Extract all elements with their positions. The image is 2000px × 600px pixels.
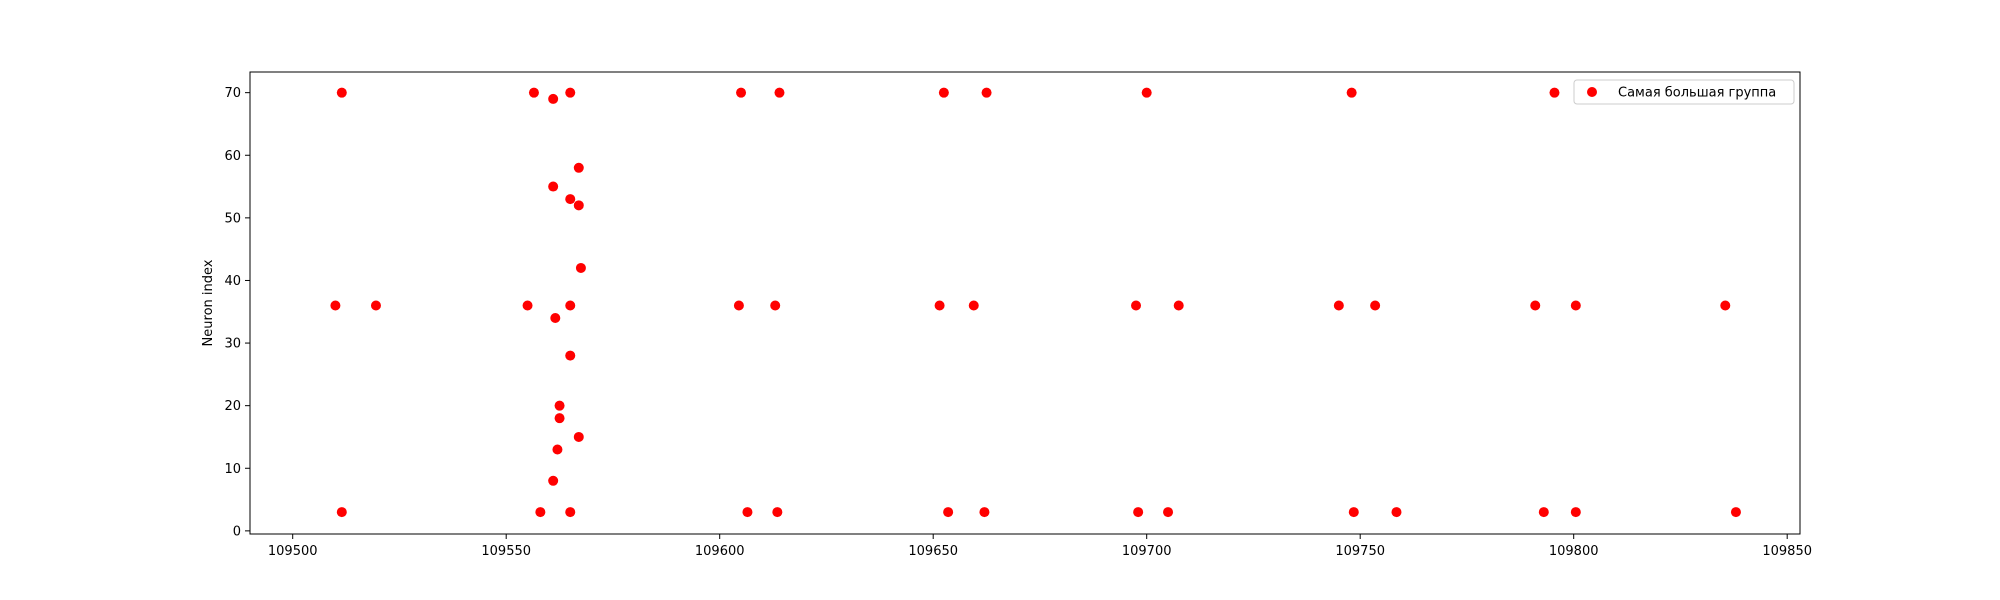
x-tick-label: 109550: [481, 544, 531, 559]
x-tick-label: 109800: [1549, 544, 1599, 559]
data-point: [1570, 507, 1581, 518]
data-point: [565, 300, 576, 311]
data-point: [1141, 87, 1152, 98]
legend: Самая большая группа: [1573, 79, 1795, 105]
data-point: [1370, 300, 1381, 311]
data-point: [548, 93, 559, 104]
data-point: [1720, 300, 1731, 311]
data-point: [548, 181, 559, 192]
x-tick-label: 109850: [1762, 544, 1812, 559]
x-tick-label: 109600: [695, 544, 745, 559]
data-point: [336, 87, 347, 98]
data-point: [370, 300, 381, 311]
data-point: [548, 475, 559, 486]
data-point: [1538, 507, 1549, 518]
data-point: [528, 87, 539, 98]
data-point: [573, 162, 584, 173]
y-tick-label: 50: [224, 211, 241, 226]
data-point: [336, 507, 347, 518]
x-axis: 109500 109550 109600 109650 109700 109750 1098…: [268, 534, 1812, 559]
data-point: [565, 350, 576, 361]
legend-marker: [1587, 87, 1597, 97]
x-tick-label: 109500: [268, 544, 318, 559]
data-point: [565, 194, 576, 205]
data-point: [554, 413, 565, 424]
data-point: [565, 87, 576, 98]
data-point: [733, 300, 744, 311]
data-point: [554, 400, 565, 411]
y-tick-label: 10: [224, 462, 241, 477]
y-axis: 0 10 20 30 40 50 60 70: [224, 86, 250, 539]
data-point: [552, 444, 563, 455]
data-point: [565, 507, 576, 518]
data-point: [573, 431, 584, 442]
x-tick-label: 109750: [1335, 544, 1385, 559]
data-point: [770, 300, 781, 311]
data-point: [981, 87, 992, 98]
x-tick-label: 109700: [1122, 544, 1172, 559]
data-point: [1549, 87, 1560, 98]
y-tick-label: 30: [224, 337, 241, 352]
data-point: [535, 507, 546, 518]
y-tick-label: 0: [233, 524, 241, 539]
data-point: [1730, 507, 1741, 518]
data-point: [1530, 300, 1541, 311]
data-point: [575, 262, 586, 273]
y-tick-label: 70: [224, 86, 241, 101]
y-tick-label: 60: [224, 149, 241, 164]
data-point: [1391, 507, 1402, 518]
data-point: [1348, 507, 1359, 518]
y-tick-label: 20: [224, 399, 241, 414]
data-point: [1333, 300, 1344, 311]
data-point: [1131, 300, 1142, 311]
plot-area-frame: [249, 71, 1801, 535]
y-axis-label: Neuron index: [201, 259, 216, 346]
data-point: [330, 300, 341, 311]
data-point: [1346, 87, 1357, 98]
data-point: [522, 300, 533, 311]
data-point: [736, 87, 747, 98]
data-point: [938, 87, 949, 98]
data-point: [1173, 300, 1184, 311]
data-point: [934, 300, 945, 311]
data-point: [573, 200, 584, 211]
data-point: [774, 87, 785, 98]
data-point: [979, 507, 990, 518]
data-point: [1570, 300, 1581, 311]
data-point: [943, 507, 954, 518]
legend-entry-label: Самая большая группа: [1618, 86, 1776, 101]
data-point: [742, 507, 753, 518]
data-point: [550, 313, 561, 324]
data-point: [772, 507, 783, 518]
legend-box: [1573, 79, 1795, 105]
data-point: [968, 300, 979, 311]
data-point: [1163, 507, 1174, 518]
x-tick-label: 109650: [908, 544, 958, 559]
data-point: [1133, 507, 1144, 518]
y-tick-label: 40: [224, 274, 241, 289]
